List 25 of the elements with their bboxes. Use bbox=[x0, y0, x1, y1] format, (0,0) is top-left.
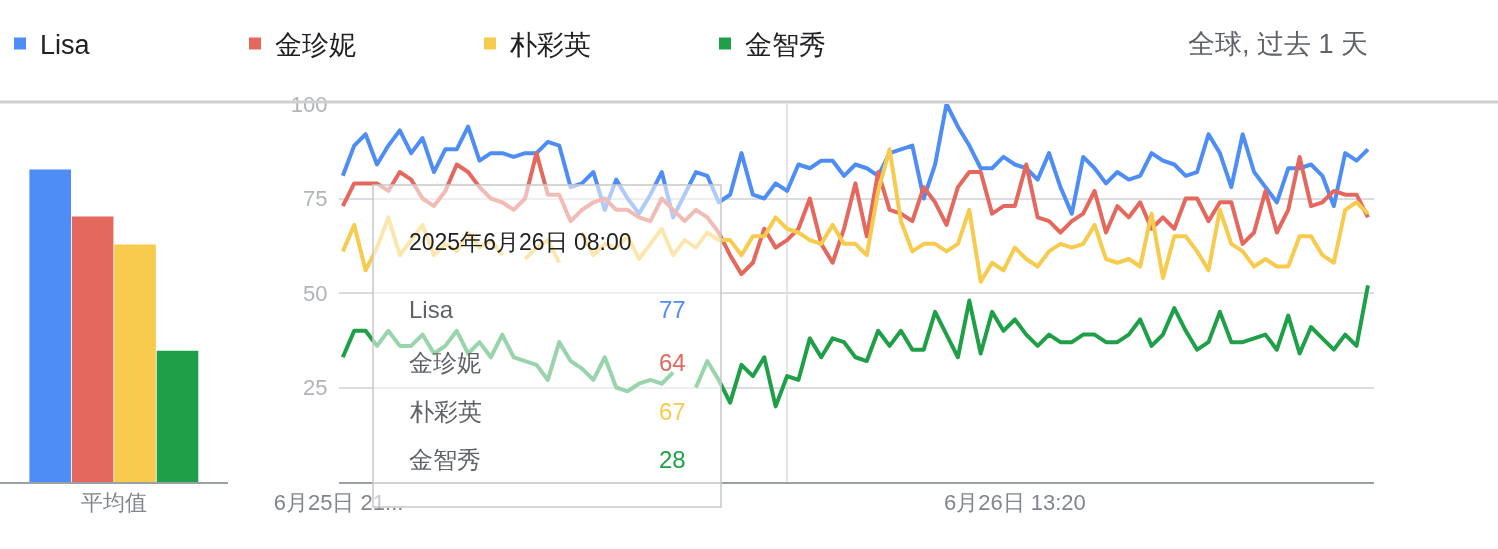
annotation: 77 bbox=[659, 296, 686, 323]
annotation: 64 bbox=[659, 349, 686, 376]
bar bbox=[114, 244, 156, 482]
bar bbox=[156, 350, 199, 482]
legend-label: 金智秀 bbox=[745, 30, 826, 61]
x-tick-label: 6月25日 21... bbox=[273, 490, 404, 516]
annotation: 28 bbox=[659, 446, 686, 473]
annotation: 金珍妮 bbox=[409, 349, 481, 376]
bar bbox=[29, 169, 71, 482]
legend-label: 金珍妮 bbox=[275, 30, 356, 61]
x-tick-label: 6月26日 13:20 bbox=[943, 490, 1086, 516]
annotation: Lisa bbox=[409, 296, 454, 323]
annotation: 2025年6月26日 08:00 bbox=[409, 229, 632, 255]
chart-subtitle: 全球, 过去 1 天 bbox=[1188, 29, 1369, 59]
annotation: 67 bbox=[659, 398, 686, 425]
legend-label: 朴彩英 bbox=[509, 30, 591, 61]
annotation: 金智秀 bbox=[409, 446, 481, 473]
line-series bbox=[340, 104, 1370, 220]
x-tick-label: 平均值 bbox=[80, 490, 147, 516]
annotation: 朴彩英 bbox=[409, 398, 482, 425]
y-tick-label: 25 bbox=[303, 375, 328, 401]
bar bbox=[71, 216, 114, 482]
y-tick-label: 75 bbox=[303, 186, 328, 212]
y-tick-label: 50 bbox=[303, 280, 328, 306]
legend-label: Lisa bbox=[40, 30, 91, 61]
